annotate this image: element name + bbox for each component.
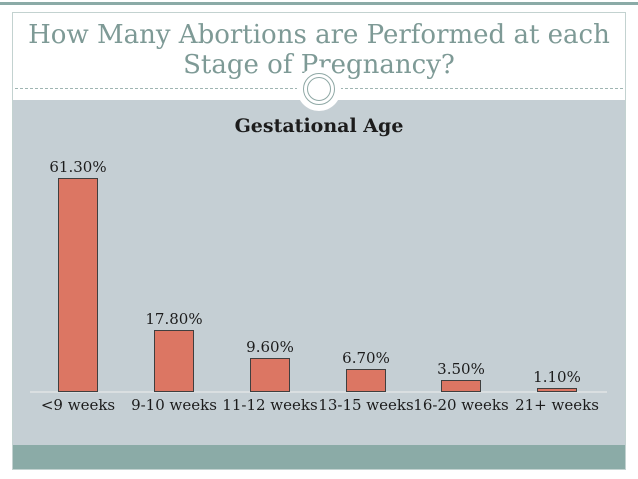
chart-bar <box>58 178 98 392</box>
chart-bar <box>441 380 481 392</box>
slide-title: How Many Abortions are Performed at each… <box>13 20 625 80</box>
bar-category-label: 11-12 weeks <box>222 396 318 414</box>
bar-value-label: 1.10% <box>533 368 581 386</box>
chart-bar <box>537 388 577 392</box>
chart-bar <box>346 369 386 392</box>
bar-category-label: 16-20 weeks <box>413 396 509 414</box>
top-accent-rule <box>0 2 638 5</box>
footer-accent-band <box>13 445 625 469</box>
bar-value-label: 17.80% <box>145 310 203 328</box>
bar-value-label: 61.30% <box>49 158 107 176</box>
x-axis-line <box>30 391 607 393</box>
slide-frame: How Many Abortions are Performed at each… <box>12 12 626 470</box>
chart-bar <box>154 330 194 392</box>
bar-category-label: 21+ weeks <box>515 396 599 414</box>
bar-value-label: 6.70% <box>342 349 390 367</box>
bar-category-label: 13-15 weeks <box>318 396 414 414</box>
bar-category-label: 9-10 weeks <box>131 396 217 414</box>
bar-category-label: <9 weeks <box>40 396 116 414</box>
bar-chart: Gestational Age 61.30% <9 weeks 17.80% 9-10… <box>13 100 625 445</box>
bar-value-label: 3.50% <box>437 360 485 378</box>
chart-bar <box>250 358 290 392</box>
chart-title: Gestational Age <box>234 115 404 137</box>
slide-title-line1: How Many Abortions are Performed at each <box>28 20 610 50</box>
bar-value-label: 9.60% <box>246 338 294 356</box>
circle-ornament-inner-ring <box>307 77 331 101</box>
